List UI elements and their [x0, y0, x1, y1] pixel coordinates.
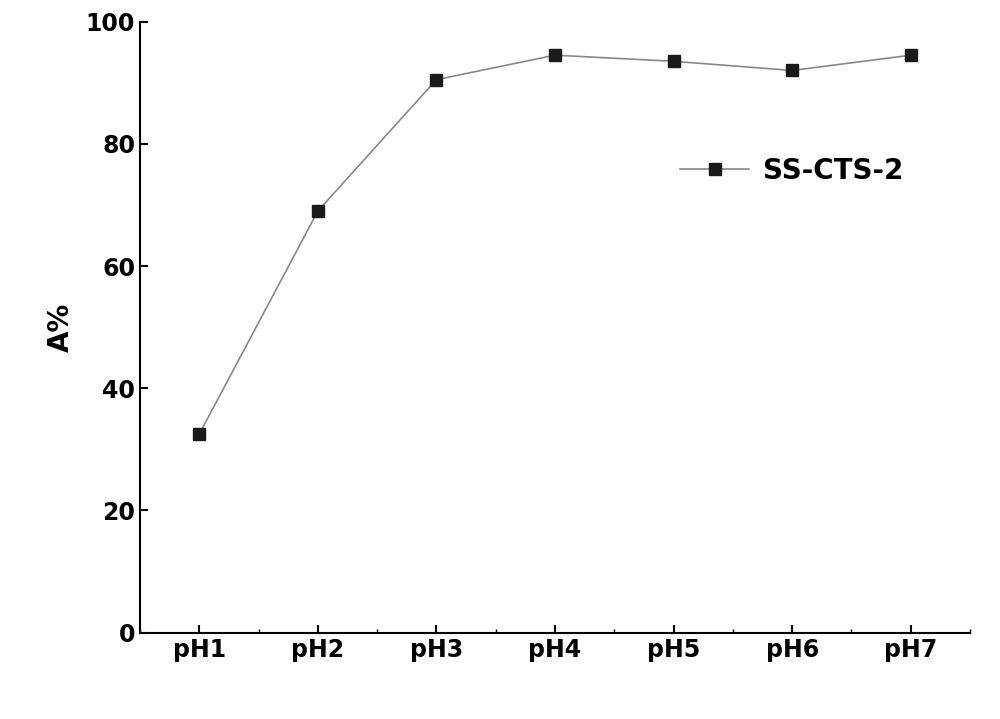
- SS-CTS-2: [549, 51, 561, 60]
- Line: SS-CTS-2: SS-CTS-2: [194, 50, 916, 439]
- SS-CTS-2: [786, 66, 798, 75]
- Y-axis label: A%: A%: [47, 303, 75, 352]
- SS-CTS-2: [905, 51, 917, 60]
- Legend: SS-CTS-2: SS-CTS-2: [669, 145, 915, 196]
- SS-CTS-2: [668, 57, 680, 65]
- SS-CTS-2: [430, 75, 442, 84]
- SS-CTS-2: [312, 207, 324, 216]
- SS-CTS-2: [193, 430, 205, 439]
